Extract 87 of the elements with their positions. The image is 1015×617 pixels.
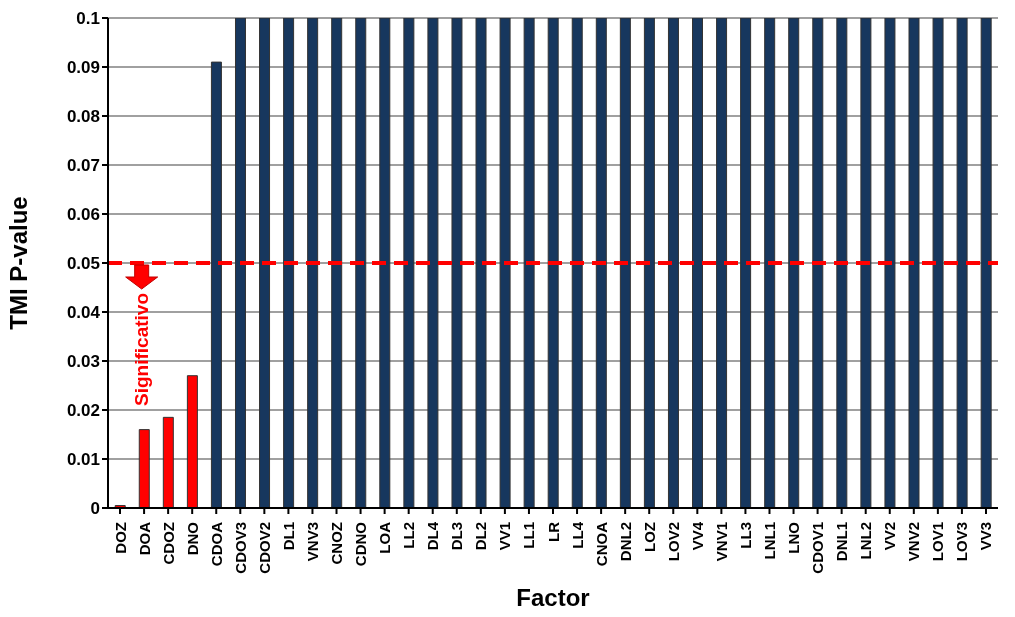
x-tick-label: CDOV3 — [231, 522, 249, 574]
bar — [234, 18, 246, 508]
bar — [908, 18, 920, 508]
x-tick-label: DL1 — [279, 522, 297, 551]
bar — [740, 18, 752, 508]
x-tick-label: DNL1 — [833, 522, 851, 562]
bar — [932, 18, 944, 508]
y-tick-label: 0.05 — [66, 254, 100, 274]
bar — [716, 18, 728, 508]
bar — [571, 18, 583, 508]
bar — [788, 18, 800, 508]
x-tick-label: DL4 — [424, 521, 442, 551]
annotation: Significativo — [131, 293, 153, 406]
bar — [619, 18, 631, 508]
bar — [595, 18, 607, 508]
x-tick-label: CDOA — [207, 521, 225, 567]
bar — [259, 18, 271, 508]
bar — [523, 18, 535, 508]
y-tick-label: 0.03 — [66, 352, 100, 372]
x-tick-label: LNL1 — [760, 522, 778, 560]
y-tick-label: 0.06 — [66, 205, 100, 225]
x-tick-label: VV2 — [881, 522, 899, 551]
bar — [956, 18, 968, 508]
bar — [451, 18, 463, 508]
x-tick-label: CDNO — [352, 521, 370, 567]
bar — [499, 18, 511, 508]
bar — [210, 61, 222, 508]
x-tick-label: VNV1 — [712, 522, 730, 562]
x-tick-label: LOV1 — [929, 522, 947, 562]
bar — [331, 18, 343, 508]
x-axis-title: Factor — [516, 584, 590, 611]
y-tick-label: 0.01 — [66, 450, 100, 470]
bar — [667, 18, 679, 508]
y-tick-label: 0.1 — [76, 9, 100, 29]
x-tick-label: DNO — [183, 521, 201, 556]
x-tick-label: LL4 — [568, 521, 586, 549]
bar — [860, 18, 872, 508]
x-tick-label: LL2 — [400, 522, 418, 549]
x-tick-label: CDOZ — [159, 522, 177, 565]
x-tick-label: LR — [544, 521, 562, 542]
bar — [307, 18, 319, 508]
bar — [547, 18, 559, 508]
x-tick-label: VV4 — [688, 521, 706, 551]
bar — [379, 18, 391, 508]
x-tick-label: LNO — [785, 521, 803, 554]
bar — [884, 18, 896, 508]
bar — [186, 375, 198, 508]
bar — [403, 18, 415, 508]
y-axis-title: TMI P-value — [4, 196, 32, 330]
x-tick-label: CDOV2 — [255, 522, 273, 574]
y-tick-label: 0.07 — [66, 156, 100, 176]
bar — [812, 18, 824, 508]
x-tick-label: VNV2 — [905, 522, 923, 562]
bar — [162, 416, 174, 508]
x-tick-label: LOA — [376, 521, 394, 554]
x-tick-label: CNOZ — [328, 522, 346, 565]
x-tick-label: DOZ — [111, 522, 129, 554]
y-tick-label: 0.04 — [66, 303, 101, 323]
bar — [475, 18, 487, 508]
bar — [355, 18, 367, 508]
x-tick-label: VNV3 — [303, 522, 321, 562]
y-tick-label: 0 — [90, 499, 100, 519]
bar — [138, 429, 150, 508]
x-tick-label: DOA — [135, 521, 153, 556]
x-tick-label: CNOA — [592, 521, 610, 567]
bar — [764, 18, 776, 508]
x-tick-label: VV1 — [496, 522, 514, 551]
bar — [427, 18, 439, 508]
x-tick-label: DNL2 — [616, 522, 634, 562]
bar — [643, 18, 655, 508]
x-tick-label: CDOV1 — [809, 522, 827, 574]
x-tick-label: LOV2 — [664, 522, 682, 562]
x-tick-label: LOZ — [640, 522, 658, 552]
bar — [692, 18, 704, 508]
y-tick-label: 0.02 — [66, 401, 100, 421]
x-tick-label: DL3 — [448, 522, 466, 551]
x-tick-label: LL1 — [520, 522, 538, 549]
x-tick-label: DL2 — [472, 522, 490, 551]
bar — [836, 18, 848, 508]
bar — [980, 18, 992, 508]
bar — [283, 18, 295, 508]
x-tick-label: VV3 — [977, 522, 995, 551]
x-tick-label: LOV3 — [953, 522, 971, 562]
y-tick-label: 0.09 — [66, 58, 100, 78]
y-tick-label: 0.08 — [66, 107, 100, 127]
x-tick-label: LL3 — [736, 522, 754, 549]
x-tick-label: LNL2 — [857, 522, 875, 560]
